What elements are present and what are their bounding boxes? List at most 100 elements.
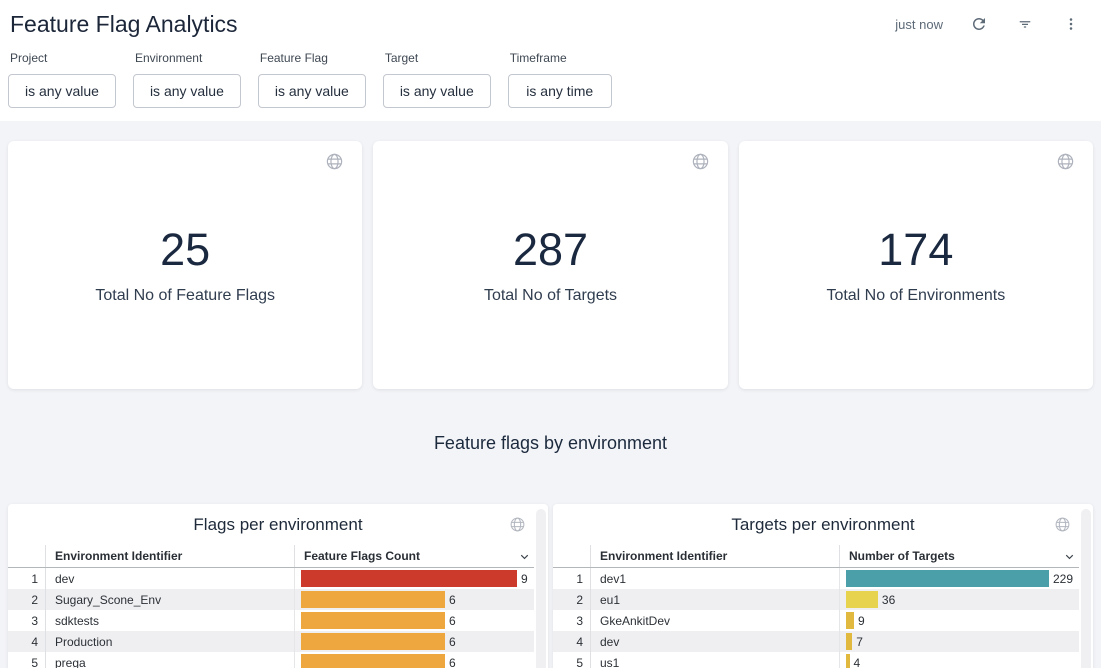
kpi-cards-row: 25Total No of Feature Flags 287 Total No o… — [8, 141, 1093, 389]
value-bar-cell: 9 — [295, 568, 534, 589]
value-bar — [301, 612, 445, 629]
flags-per-environment-card: Flags per environment Environment Identi… — [8, 504, 548, 668]
table-row: 3sdktests 6 — [8, 610, 534, 631]
environment-identifier-cell: prega — [46, 652, 295, 668]
bar-value-label: 6 — [449, 593, 456, 607]
table-header-row: Environment Identifier Number of Targets — [553, 545, 1079, 568]
column-header-number-of-targets: Number of Targets — [840, 545, 1079, 567]
value-bar — [301, 570, 517, 587]
kpi-label: Total No of Environments — [826, 287, 1005, 305]
chevron-down-icon[interactable] — [518, 550, 531, 563]
table-title: Targets per environment — [553, 504, 1093, 545]
data-table: Environment Identifier Feature Flags Cou… — [8, 545, 534, 668]
filter-value-button-timeframe[interactable]: is any time — [508, 74, 612, 108]
value-bar-cell: 36 — [840, 589, 1079, 610]
refresh-icon[interactable] — [969, 14, 989, 34]
value-bar-cell: 6 — [295, 610, 534, 631]
bar-value-label: 9 — [521, 572, 528, 586]
environment-identifier-cell: eu1 — [591, 589, 840, 610]
row-number: 4 — [8, 631, 46, 652]
row-number: 5 — [553, 652, 591, 668]
filter-value-button-target[interactable]: is any value — [383, 74, 491, 108]
bar-value-label: 6 — [449, 635, 456, 649]
table-row: 4dev 7 — [553, 631, 1079, 652]
kpi-card-total-no-of-feature-flags: 25Total No of Feature Flags — [8, 141, 362, 389]
kpi-card-total-no-of-environments: 174Total No of Environments — [739, 141, 1093, 389]
filters-row: Projectis any valueEnvironmentis any val… — [0, 41, 1101, 108]
table-title: Flags per environment — [8, 504, 548, 545]
value-bar-cell: 6 — [295, 589, 534, 610]
row-number-header — [553, 545, 591, 567]
table-row: 2Sugary_Scone_Env 6 — [8, 589, 534, 610]
chevron-down-icon[interactable] — [1063, 550, 1076, 563]
vertical-scrollbar[interactable] — [1081, 509, 1091, 668]
column-header-environment-identifier: Environment Identifier — [591, 545, 840, 567]
data-table: Environment Identifier Number of Targets… — [553, 545, 1079, 668]
bar-value-label: 6 — [449, 614, 456, 628]
bar-value-label: 9 — [858, 614, 865, 628]
value-bar-cell: 6 — [295, 631, 534, 652]
value-bar-cell: 6 — [295, 652, 534, 668]
section-title: Feature flags by environment — [0, 433, 1101, 454]
value-bar — [846, 654, 850, 668]
column-header-environment-identifier: Environment Identifier — [46, 545, 295, 567]
value-bar — [846, 591, 878, 608]
row-number: 2 — [8, 589, 46, 610]
table-row: 4Production 6 — [8, 631, 534, 652]
tables-row: Flags per environment Environment Identi… — [8, 504, 1093, 668]
filter-label: Target — [385, 51, 491, 65]
kpi-card-total-no-of-targets: 287 Total No of Targets — [373, 141, 727, 389]
environment-identifier-cell: dev1 — [591, 568, 840, 589]
bar-value-label: 4 — [854, 656, 861, 668]
environment-identifier-cell: GkeAnkitDev — [591, 610, 840, 631]
value-bar — [301, 591, 445, 608]
table-row: 1dev9 — [8, 568, 534, 589]
table-body: 1dev92Sugary_Scone_Env63sdktests64Produc… — [8, 568, 534, 668]
table-row: 3GkeAnkitDev 9 — [553, 610, 1079, 631]
globe-icon — [1054, 516, 1071, 538]
filter-group-target: Target is any value — [383, 51, 491, 108]
filter-value-button-project[interactable]: is any value — [8, 74, 116, 108]
kpi-label: Total No of Feature Flags — [95, 287, 275, 305]
table-row: 5us1 4 — [553, 652, 1079, 668]
value-bar — [846, 633, 852, 650]
filter-group-timeframe: Timeframeis any time — [508, 51, 612, 108]
environment-identifier-cell: us1 — [591, 652, 840, 668]
row-number: 5 — [8, 652, 46, 668]
vertical-scrollbar[interactable] — [536, 509, 546, 668]
value-bar — [301, 633, 445, 650]
column-header-label: Number of Targets — [849, 549, 955, 563]
value-bar-cell: 9 — [840, 610, 1079, 631]
filter-group-project: Projectis any value — [8, 51, 116, 108]
bar-value-label: 36 — [882, 593, 895, 607]
table-header-row: Environment Identifier Feature Flags Cou… — [8, 545, 534, 568]
dashboard-header-section: Feature Flag Analytics just now Projecti… — [0, 0, 1101, 121]
filter-value-button-feature-flag[interactable]: is any value — [258, 74, 366, 108]
value-bar-cell: 7 — [840, 631, 1079, 652]
globe-icon — [509, 516, 526, 538]
value-bar — [301, 654, 445, 668]
environment-identifier-cell: sdktests — [46, 610, 295, 631]
filter-label: Feature Flag — [260, 51, 366, 65]
row-number: 2 — [553, 589, 591, 610]
filter-value-button-environment[interactable]: is any value — [133, 74, 241, 108]
bar-value-label: 7 — [856, 635, 863, 649]
row-number-header — [8, 545, 46, 567]
row-number: 4 — [553, 631, 591, 652]
value-bar — [846, 570, 1049, 587]
row-number: 3 — [8, 610, 46, 631]
header-bar: Feature Flag Analytics just now — [0, 0, 1101, 41]
environment-identifier-cell: dev — [46, 568, 295, 589]
environment-identifier-cell: Production — [46, 631, 295, 652]
environment-identifier-cell: dev — [591, 631, 840, 652]
filter-icon[interactable] — [1015, 14, 1035, 34]
table-body: 1dev12292eu1363GkeAnkitDev94dev75us14 — [553, 568, 1079, 668]
environment-identifier-cell: Sugary_Scone_Env — [46, 589, 295, 610]
value-bar-cell: 229 — [840, 568, 1079, 589]
kpi-value: 287 — [513, 225, 588, 275]
kebab-menu-icon[interactable] — [1061, 14, 1081, 34]
row-number: 3 — [553, 610, 591, 631]
table-row: 1dev1229 — [553, 568, 1079, 589]
kpi-label: Total No of Targets — [484, 287, 617, 305]
bar-value-label: 6 — [449, 656, 456, 668]
